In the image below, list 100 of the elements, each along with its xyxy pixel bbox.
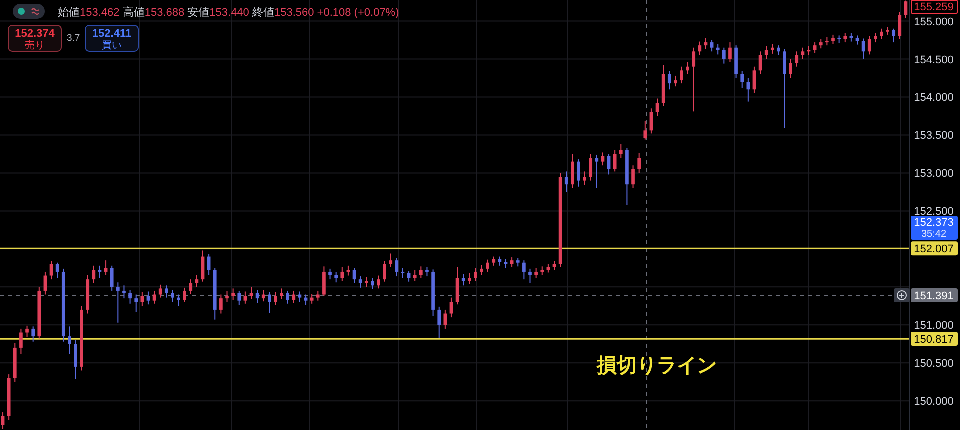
ref-line-label: 151.391 — [914, 290, 954, 302]
y-tick-label: 154.000 — [914, 92, 954, 104]
y-tick-label: 155.000 — [914, 16, 954, 28]
candlestick — [358, 276, 362, 288]
candlestick — [426, 266, 429, 278]
candlestick — [752, 66, 756, 94]
candlestick — [746, 78, 750, 102]
candlestick — [534, 268, 538, 279]
candlestick — [316, 290, 320, 302]
candlestick — [226, 290, 229, 303]
candlestick — [274, 292, 278, 306]
candlestick — [571, 154, 574, 189]
candlestick — [783, 48, 786, 129]
candlestick — [20, 328, 23, 355]
candlestick — [613, 150, 617, 172]
y-tick-label: 154.500 — [914, 54, 954, 66]
annotation: 売り — [25, 40, 45, 52]
candlestick — [334, 271, 338, 284]
candlestick — [444, 309, 448, 330]
text: 152.373 — [914, 217, 954, 229]
ref-line-label: 152.007 — [914, 244, 954, 256]
annotation: 3.7 — [67, 33, 80, 44]
candlestick — [377, 275, 380, 290]
candlestick — [607, 154, 611, 176]
candlestick — [692, 47, 696, 112]
candlestick — [589, 154, 593, 182]
y-tick-label: 150.500 — [914, 358, 954, 370]
candlestick — [340, 266, 344, 282]
candlestick — [395, 258, 399, 278]
candlestick — [286, 290, 290, 304]
candlestick — [807, 46, 811, 56]
candlestick — [583, 171, 586, 186]
candlestick — [492, 256, 496, 266]
candlestick — [238, 290, 242, 306]
candlestick — [195, 274, 199, 288]
candlestick — [777, 45, 780, 56]
candlestick — [389, 253, 393, 268]
annotation: 買い — [102, 40, 122, 52]
candlestick — [486, 259, 490, 272]
candlestick — [716, 44, 720, 56]
candlestick — [346, 265, 350, 276]
candlestick — [401, 268, 405, 279]
text: 35:42 — [921, 229, 947, 240]
candlestick — [413, 270, 417, 282]
y-tick-label: 151.000 — [914, 320, 954, 332]
candlestick — [310, 294, 314, 304]
candlestick — [177, 294, 180, 307]
candlestick — [595, 154, 599, 189]
candlestick — [674, 75, 678, 88]
candlestick — [789, 58, 792, 79]
candlestick — [770, 44, 774, 54]
candlestick — [383, 260, 386, 282]
candlestick — [364, 276, 368, 288]
candlestick — [268, 292, 272, 314]
annotation: 損切りライン — [596, 353, 717, 377]
candlestick — [904, 0, 908, 19]
candlestick — [504, 258, 508, 269]
candlestick — [528, 268, 532, 284]
candlestick — [577, 159, 580, 188]
candlestick — [50, 260, 54, 280]
ref-line-label: 150.817 — [914, 334, 954, 346]
candlestick — [292, 290, 296, 304]
text: 155.259 — [914, 2, 954, 14]
candlestick — [450, 297, 454, 318]
candlestick — [164, 285, 168, 298]
candlestick — [280, 288, 284, 300]
candlestick — [795, 51, 799, 68]
candlestick — [189, 279, 193, 295]
candlestick — [801, 47, 805, 60]
candlestick — [322, 266, 326, 297]
candlestick — [638, 152, 641, 174]
candlestick — [644, 120, 648, 140]
y-tick-label: 152.500 — [914, 206, 954, 218]
text: 始値153.462 高値153.688 安値153.440 終値153.560 +0.108 (+0.07%) — [58, 6, 400, 19]
y-tick-label: 153.000 — [914, 168, 954, 180]
candlestick — [116, 282, 120, 324]
candlestick — [32, 326, 35, 342]
candlestick — [371, 278, 374, 290]
candlestick — [438, 306, 442, 339]
candlestick — [874, 32, 878, 44]
candlestick — [510, 257, 514, 268]
candlestick — [98, 265, 102, 279]
candlestick — [480, 264, 484, 276]
candlestick — [462, 274, 466, 286]
candlestick — [262, 290, 266, 302]
candlestick — [74, 340, 78, 380]
candlestick — [474, 268, 478, 282]
candlestick — [898, 12, 902, 40]
candlestick — [104, 260, 108, 276]
candlestick — [122, 285, 126, 300]
candlestick — [232, 288, 235, 301]
candlestick — [740, 70, 744, 89]
candlestick — [832, 34, 835, 45]
candlestick — [68, 326, 72, 355]
candlestick — [134, 294, 138, 313]
candlestick — [880, 28, 884, 40]
candlestick — [632, 165, 635, 189]
candlestick — [819, 39, 823, 50]
annotation: 152.411 — [92, 28, 132, 40]
candlestick — [868, 36, 872, 56]
